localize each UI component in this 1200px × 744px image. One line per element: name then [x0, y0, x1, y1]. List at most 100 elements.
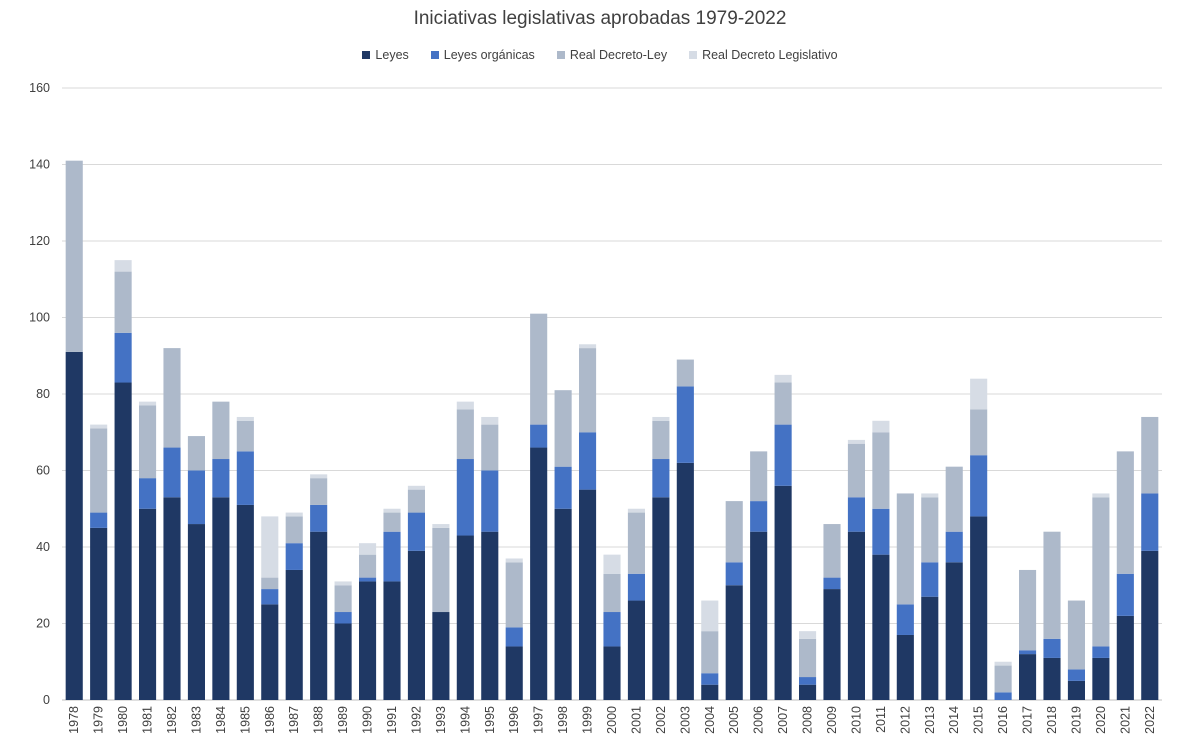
- bar-segment: [652, 420, 670, 460]
- bar-segment: [383, 581, 401, 700]
- legend-label: Leyes: [375, 48, 409, 62]
- bar-segment: [1043, 638, 1061, 658]
- bar-segment: [945, 531, 963, 563]
- x-tick-label: 1983: [189, 706, 203, 734]
- bar-segment: [456, 535, 474, 700]
- bar-segment: [579, 489, 597, 700]
- bar-segment: [432, 527, 450, 613]
- bar-segment: [1092, 646, 1110, 658]
- bar-segment: [383, 508, 401, 513]
- bar-segment: [90, 512, 108, 528]
- bar-segment: [383, 512, 401, 532]
- bar-segment: [774, 382, 792, 425]
- bar-segment: [1092, 497, 1110, 647]
- bar-segment: [554, 508, 572, 700]
- x-tick-label: 1991: [385, 706, 399, 734]
- bar-segment: [65, 160, 83, 352]
- x-tick-label: 1987: [287, 706, 301, 734]
- bar-segment: [310, 531, 328, 700]
- bar-segment: [1116, 573, 1134, 616]
- bar-segment: [359, 554, 377, 578]
- bar-segment: [359, 543, 377, 555]
- bar-segment: [579, 344, 597, 349]
- bar-segment: [774, 374, 792, 383]
- bar-segment: [725, 562, 743, 586]
- bar-segment: [163, 447, 181, 498]
- bar-segment: [872, 554, 890, 700]
- bar-segment: [676, 386, 694, 463]
- bar-segment: [896, 604, 914, 635]
- bar-segment: [505, 627, 523, 647]
- chart-title: Iniciativas legislativas aprobadas 1979-…: [413, 8, 787, 29]
- bar-segment: [505, 558, 523, 563]
- bar-segment: [236, 504, 254, 700]
- bar-segment: [579, 348, 597, 433]
- bar-segment: [970, 516, 988, 700]
- x-tick-label: 2004: [703, 706, 717, 734]
- bar-segment: [261, 589, 279, 605]
- x-tick-label: 2008: [801, 706, 815, 734]
- bar-segment: [823, 524, 841, 578]
- bar-segment: [359, 577, 377, 582]
- x-tick-label: 1999: [581, 706, 595, 734]
- bar-segment: [799, 631, 817, 639]
- bar-segment: [1019, 650, 1037, 655]
- legend-label: Real Decreto-Ley: [569, 48, 668, 62]
- bar-segment: [285, 543, 303, 570]
- bar-segment: [652, 459, 670, 498]
- x-tick-label: 1989: [336, 706, 350, 734]
- bar-segment: [1019, 569, 1037, 651]
- bar-segment: [676, 462, 694, 700]
- bar-segment: [847, 439, 865, 444]
- bar-segment: [945, 562, 963, 700]
- bar-segment: [701, 684, 719, 700]
- bar-segment: [847, 531, 865, 700]
- bar-segment: [139, 478, 157, 509]
- bar-segment: [1092, 657, 1110, 700]
- bar-segment: [750, 501, 768, 532]
- x-tick-label: 2021: [1118, 706, 1132, 734]
- bar-segment: [750, 451, 768, 502]
- bar-segment: [847, 497, 865, 532]
- bar-segment: [701, 673, 719, 685]
- x-tick-label: 1997: [532, 706, 546, 734]
- x-tick-label: 2015: [972, 706, 986, 734]
- bar-segment: [1141, 550, 1159, 700]
- bar-segment: [1067, 600, 1085, 670]
- x-tick-label: 2011: [874, 706, 888, 733]
- y-tick-label: 140: [29, 158, 50, 172]
- legend-label: Real Decreto Legislativo: [702, 48, 838, 62]
- bar-segment: [187, 436, 205, 471]
- bar-segment: [334, 623, 352, 700]
- bar-segment: [456, 459, 474, 536]
- bar-segment: [1141, 416, 1159, 494]
- bar-segment: [334, 612, 352, 624]
- bar-segment: [432, 612, 450, 700]
- bar-segment: [872, 508, 890, 555]
- bar-segment: [1092, 493, 1110, 498]
- bar-segment: [994, 692, 1012, 700]
- y-tick-label: 120: [29, 234, 50, 248]
- x-tick-label: 2020: [1094, 706, 1108, 734]
- x-tick-label: 2014: [947, 706, 961, 734]
- bar-segment: [921, 562, 939, 597]
- x-tick-label: 1986: [263, 706, 277, 734]
- bar-segment: [407, 550, 425, 700]
- bar-segment: [994, 661, 1012, 666]
- x-tick-label: 2013: [923, 706, 937, 734]
- bar-segment: [212, 401, 230, 460]
- y-tick-label: 20: [36, 617, 50, 631]
- x-tick-label: 1998: [556, 706, 570, 734]
- bar-segment: [627, 573, 645, 601]
- bar-segment: [139, 405, 157, 479]
- bar-segment: [456, 401, 474, 410]
- bar-segment: [823, 577, 841, 590]
- bar-segment: [407, 512, 425, 551]
- bar-segment: [676, 359, 694, 387]
- bar-segment: [310, 474, 328, 479]
- bar-segment: [579, 432, 597, 490]
- x-tick-label: 2007: [776, 706, 790, 734]
- bar-segment: [652, 497, 670, 700]
- bar-segment: [1116, 451, 1134, 574]
- bar-segment: [799, 638, 817, 678]
